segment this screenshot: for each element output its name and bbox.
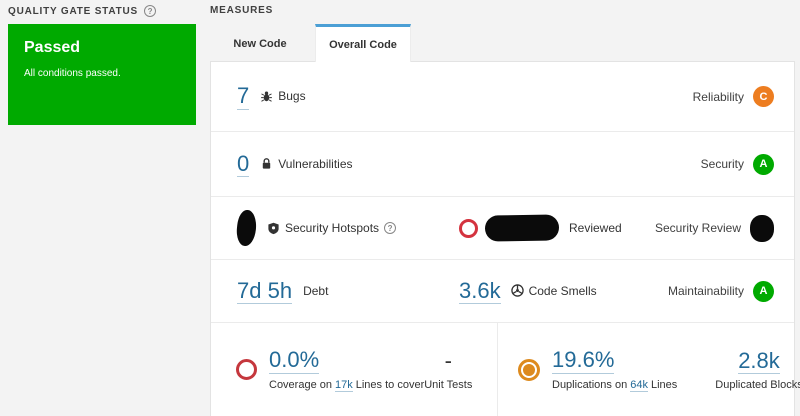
duplications-value-link[interactable]: 19.6% [552, 347, 615, 374]
maintainability-label: Maintainability [667, 284, 744, 298]
debt-label: Debt [303, 283, 329, 298]
duplications-area: 19.6% Duplications on 64k Lines 2.8k Dup… [498, 323, 800, 416]
duplicated-blocks-metric: 2.8k Duplicated Blocks [715, 348, 800, 391]
measures-panel: 7 Bugs Reliability [210, 61, 800, 416]
bug-icon [260, 90, 273, 103]
security-hotspots-label: Security Hotspots ? [267, 221, 397, 235]
vulnerabilities-label-text: Vulnerabilities [278, 156, 353, 171]
coverage-caption-prefix: Coverage on [269, 378, 332, 391]
unit-tests-value: - [444, 348, 452, 374]
reviewed-metric: Reviewed [459, 214, 622, 242]
tab-new-code[interactable]: New Code [233, 37, 287, 50]
duplicated-lines-link[interactable]: 64k [630, 378, 648, 392]
lock-icon [260, 157, 273, 170]
duplications-caption-prefix: Duplications on [552, 378, 628, 391]
vulnerabilities-metric: 0 Vulnerabilities [237, 150, 353, 178]
row-coverage-duplications: 0.0% Coverage on 17k Lines to cover - Un… [211, 323, 800, 416]
code-smells-label-text: Code Smells [528, 283, 597, 298]
quality-gate-header: QUALITY GATE STATUS ? [8, 5, 198, 17]
bugs-label-text: Bugs [278, 89, 306, 104]
quality-gate-section: QUALITY GATE STATUS ? Passed All conditi… [8, 5, 198, 125]
reviewed-value-redacted [484, 214, 560, 242]
security-domain: Security A [700, 153, 774, 175]
security-hotspots-metric: Security Hotspots ? [235, 209, 397, 247]
quality-gate-status: Passed [24, 39, 81, 56]
coverage-area: 0.0% Coverage on 17k Lines to cover - Un… [211, 323, 498, 416]
row-vulnerabilities: 0 Vulnerabilities Security A [211, 132, 794, 197]
reliability-domain: Reliability C [693, 86, 774, 107]
security-review-rating-redacted [750, 214, 774, 242]
quality-gate-header-label: QUALITY GATE STATUS [8, 5, 139, 17]
code-smells-label: Code Smells [510, 283, 597, 298]
vulnerabilities-label: Vulnerabilities [260, 156, 353, 171]
row-bugs: 7 Bugs Reliability [211, 62, 794, 132]
duplicated-blocks-label: Duplicated Blocks [715, 379, 800, 392]
security-hotspots-help-icon[interactable]: ? [384, 222, 397, 234]
tab-overall-code[interactable]: Overall Code [315, 24, 411, 62]
security-rating-badge[interactable]: A [753, 153, 774, 175]
security-label: Security [700, 157, 744, 171]
security-review-label: Security Review [654, 221, 741, 235]
quality-gate-help-icon[interactable]: ? [144, 5, 157, 17]
coverage-gauge-ring [236, 359, 257, 380]
duplications-metric: 19.6% Duplications on 64k Lines [552, 347, 677, 392]
coverage-caption: Coverage on 17k Lines to cover [269, 379, 424, 392]
duplications-gauge [518, 358, 540, 381]
maintainability-rating-badge[interactable]: A [753, 280, 774, 302]
row-maintainability: 7d 5h Debt 3.6k Code Smell [211, 260, 794, 323]
measures-section: MEASURES New Code Overall Code 7 [210, 5, 800, 416]
quality-gate-description: All conditions passed. [24, 68, 121, 79]
unit-tests-label: Unit Tests [424, 378, 473, 391]
bugs-label: Bugs [260, 89, 306, 104]
reliability-rating-badge[interactable]: C [753, 86, 774, 107]
code-smells-metric: 3.6k Code Smells [459, 277, 597, 305]
code-smells-value-link[interactable]: 3.6k [459, 277, 501, 305]
bugs-value-link[interactable]: 7 [237, 83, 250, 110]
security-hotspots-value-redacted [235, 209, 258, 247]
debt-metric: 7d 5h Debt [237, 277, 329, 305]
measures-header-label: MEASURES [210, 5, 274, 16]
duplications-caption: Duplications on 64k Lines [552, 379, 677, 392]
code-smells-icon [510, 284, 524, 298]
duplications-gauge-dot [523, 363, 535, 376]
lines-to-cover-link[interactable]: 17k [335, 378, 353, 392]
shield-icon [267, 222, 280, 235]
duplications-caption-suffix: Lines [650, 378, 678, 391]
coverage-metric: 0.0% Coverage on 17k Lines to cover [269, 347, 424, 392]
unit-tests-metric: - Unit Tests [424, 348, 472, 390]
reliability-label: Reliability [692, 89, 744, 104]
vulnerabilities-value-link[interactable]: 0 [237, 150, 250, 178]
maintainability-domain: Maintainability A [667, 280, 774, 302]
coverage-value-link[interactable]: 0.0% [269, 347, 320, 374]
security-hotspots-label-text: Security Hotspots [285, 221, 380, 235]
debt-value-link[interactable]: 7d 5h [237, 277, 293, 305]
duplicated-blocks-value-link[interactable]: 2.8k [738, 347, 780, 375]
bugs-metric: 7 Bugs [237, 83, 306, 110]
reviewed-gauge-ring [459, 218, 478, 238]
reviewed-label: Reviewed [569, 221, 622, 235]
security-review-domain: Security Review [654, 214, 774, 242]
quality-gate-card: Passed All conditions passed. [8, 24, 196, 125]
measures-tabs: New Code Overall Code [210, 23, 796, 62]
measures-header: MEASURES [210, 5, 796, 16]
coverage-caption-suffix: Lines to cover [355, 378, 425, 391]
row-security-hotspots: Security Hotspots ? Reviewed Security Re… [211, 197, 794, 260]
